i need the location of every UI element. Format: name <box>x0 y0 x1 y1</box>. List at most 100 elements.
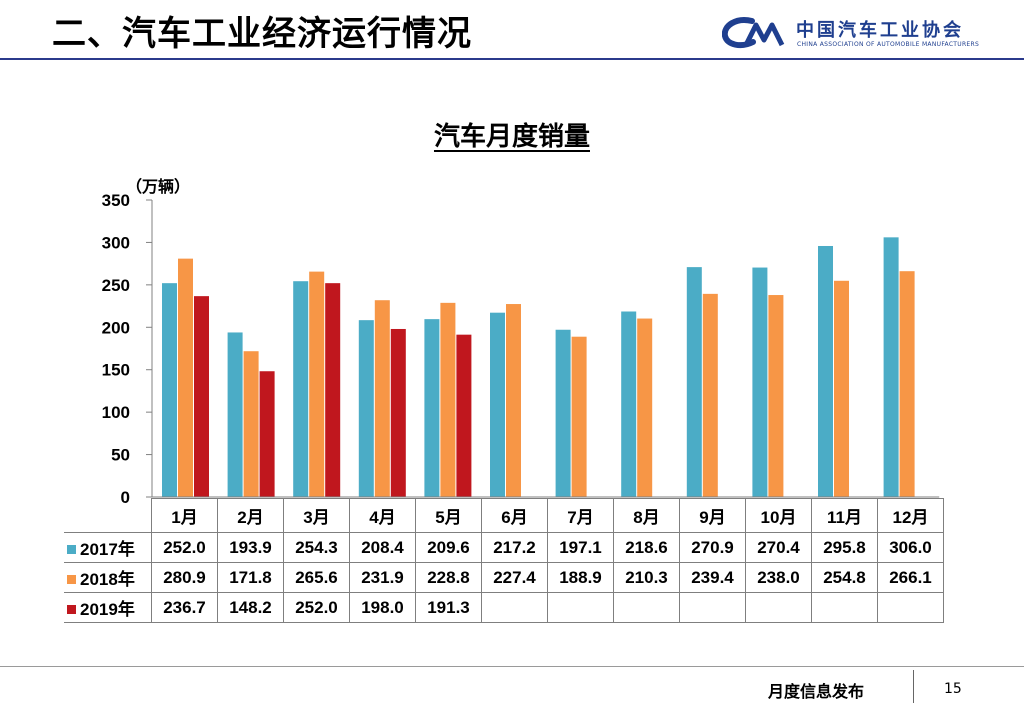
data-label: 188.9 <box>547 562 614 593</box>
bar-2018年-4月 <box>374 300 390 497</box>
bar-2019年-1月 <box>194 296 209 497</box>
bar-2018年-11月 <box>834 280 849 497</box>
data-label: 218.6 <box>613 532 680 563</box>
data-label: 252.0 <box>151 532 218 563</box>
y-tick-label: 150 <box>102 361 130 380</box>
y-tick-label: 200 <box>102 318 130 337</box>
y-tick-label: 50 <box>111 446 130 465</box>
bar-2018年-6月 <box>506 304 521 497</box>
data-label: 148.2 <box>217 592 284 623</box>
bar-2018年-12月 <box>899 271 915 497</box>
y-axis-unit-label: （万辆） <box>126 177 191 196</box>
data-label: 306.0 <box>877 532 944 563</box>
logo-chinese-name: 中国汽车工业协会 <box>796 20 964 41</box>
data-label: 208.4 <box>349 532 416 563</box>
data-label: 265.6 <box>283 562 350 593</box>
data-label: 209.6 <box>415 532 482 563</box>
data-label: 210.3 <box>613 562 680 593</box>
header-rule <box>0 58 1024 60</box>
bar-2017年-10月 <box>752 267 768 497</box>
x-tick-label: 9月 <box>679 498 746 533</box>
bar-2018年-5月 <box>440 302 456 497</box>
legend-entry: 2018年 <box>64 562 152 593</box>
data-label: 252.0 <box>283 592 350 623</box>
bar-2017年-4月 <box>358 320 374 497</box>
bar-2018年-3月 <box>309 271 325 497</box>
y-tick-label: 250 <box>102 276 130 295</box>
data-label: 270.9 <box>679 532 746 563</box>
data-label <box>481 592 548 623</box>
data-label: 191.3 <box>415 592 482 623</box>
bar-2018年-1月 <box>178 258 193 497</box>
table-row: 2019年 236.7 148.2 252.0 198.0 191.3 <box>64 592 944 623</box>
bar-2017年-9月 <box>686 267 702 497</box>
bar-2018年-9月 <box>702 293 718 497</box>
bar-2018年-2月 <box>243 351 259 497</box>
x-tick-label: 5月 <box>415 498 482 533</box>
legend-entry: 2017年 <box>64 532 152 563</box>
bar-2019年-3月 <box>325 283 341 497</box>
caam-logo: 中国汽车工业协会 CHINA ASSOCIATION OF AUTOMOBILE… <box>722 14 992 54</box>
data-label <box>811 592 878 623</box>
bar-2017年-1月 <box>162 283 177 497</box>
data-label <box>547 592 614 623</box>
data-label: 231.9 <box>349 562 416 593</box>
data-label: 239.4 <box>679 562 746 593</box>
y-tick-label: 300 <box>102 233 130 252</box>
x-tick-label: 4月 <box>349 498 416 533</box>
data-label: 198.0 <box>349 592 416 623</box>
table-corner-cell <box>64 499 152 533</box>
bar-2017年-12月 <box>883 237 899 497</box>
legend-swatch <box>67 575 76 584</box>
footer-separator <box>913 670 914 703</box>
x-tick-label: 6月 <box>481 498 548 533</box>
legend-label: 2018年 <box>80 570 135 589</box>
y-tick-label: 100 <box>102 403 130 422</box>
bar-2017年-6月 <box>490 312 505 497</box>
data-table: 1月 2月 3月 4月 5月 6月 7月 8月 9月 10月 11月 12月 2017年 252.0 193… <box>64 498 944 623</box>
bar-2017年-8月 <box>621 311 637 497</box>
bar-2017年-7月 <box>555 329 571 497</box>
data-label: 227.4 <box>481 562 548 593</box>
x-tick-label: 7月 <box>547 498 614 533</box>
data-label: 197.1 <box>547 532 614 563</box>
bar-2018年-8月 <box>637 318 653 497</box>
bar-2018年-10月 <box>768 295 784 497</box>
y-tick-label: 350 <box>102 191 130 210</box>
caam-logo-mark-icon <box>722 17 785 49</box>
legend-swatch <box>67 545 76 554</box>
bar-2017年-5月 <box>424 319 440 497</box>
data-label <box>679 592 746 623</box>
data-label: 254.3 <box>283 532 350 563</box>
x-tick-label: 11月 <box>811 498 878 533</box>
data-label: 217.2 <box>481 532 548 563</box>
x-tick-label: 3月 <box>283 498 350 533</box>
table-header-row: 1月 2月 3月 4月 5月 6月 7月 8月 9月 10月 11月 12月 <box>64 498 944 533</box>
data-label: 280.9 <box>151 562 218 593</box>
slide-title: 二、汽车工业经济运行情况 <box>52 14 472 54</box>
x-tick-label: 10月 <box>745 498 812 533</box>
x-tick-label: 2月 <box>217 498 284 533</box>
bar-2019年-2月 <box>259 371 275 497</box>
data-label <box>613 592 680 623</box>
legend-label: 2019年 <box>80 600 135 619</box>
bar-2019年-4月 <box>390 328 406 497</box>
data-label: 270.4 <box>745 532 812 563</box>
footer-label: 月度信息发布 <box>768 682 865 701</box>
data-label <box>877 592 944 623</box>
chart-title-text: 汽车月度销量 <box>433 122 590 152</box>
data-label: 236.7 <box>151 592 218 623</box>
legend-label: 2017年 <box>80 540 135 559</box>
data-label: 254.8 <box>811 562 878 593</box>
bar-2018年-7月 <box>571 336 587 497</box>
legend-entry: 2019年 <box>64 592 152 623</box>
table-row: 2017年 252.0 193.9 254.3 208.4 209.6 217.2 197.1… <box>64 532 944 563</box>
x-tick-label: 8月 <box>613 498 680 533</box>
page-number: 15 <box>944 681 962 697</box>
data-label: 295.8 <box>811 532 878 563</box>
data-label <box>745 592 812 623</box>
x-tick-label: 1月 <box>151 498 218 533</box>
legend-swatch <box>67 605 76 614</box>
data-label: 171.8 <box>217 562 284 593</box>
